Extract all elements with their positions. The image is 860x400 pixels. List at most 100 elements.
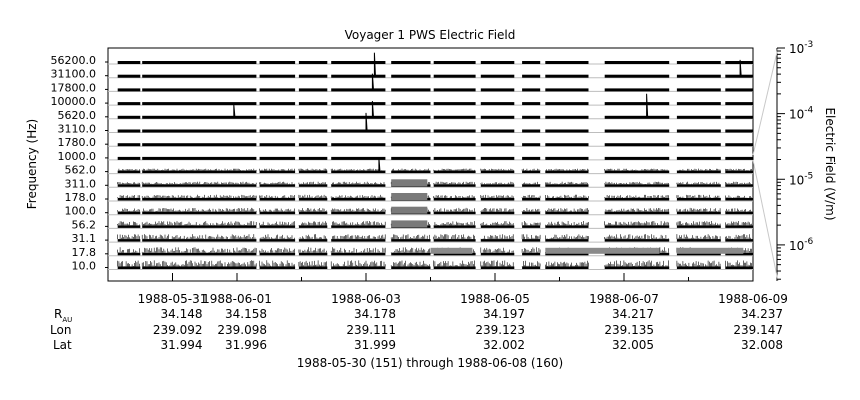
emission-spike bbox=[371, 73, 374, 89]
x-tick-label: 1988-06-03 bbox=[331, 292, 401, 306]
channel-data-band bbox=[676, 143, 721, 147]
channel-data-band bbox=[298, 225, 328, 228]
channel-data-band bbox=[545, 211, 589, 215]
channel-data-band bbox=[522, 266, 541, 269]
channel-data-band bbox=[545, 184, 589, 187]
channel-data-band bbox=[331, 184, 386, 187]
y-tick-label: 562.0 bbox=[65, 164, 97, 177]
channel-data-band bbox=[725, 115, 753, 119]
channel-noise bbox=[117, 221, 140, 226]
r-au-value: 34.158 bbox=[225, 307, 267, 321]
channel-data-band bbox=[331, 88, 386, 92]
channel-data-band bbox=[391, 61, 431, 64]
channel-data-band bbox=[142, 102, 257, 106]
activity-band bbox=[676, 247, 744, 254]
channel-noise bbox=[141, 194, 257, 198]
channel-noise bbox=[480, 247, 514, 253]
channel-noise bbox=[117, 247, 140, 253]
channel-data-band bbox=[117, 156, 141, 160]
channel-data-band bbox=[522, 129, 541, 133]
channel-data-band bbox=[480, 156, 515, 160]
channel-data-band bbox=[298, 143, 328, 147]
channel-noise bbox=[725, 221, 754, 226]
emission-spike bbox=[365, 112, 368, 130]
channel-data-band bbox=[142, 266, 257, 269]
channel-data-band bbox=[522, 102, 541, 106]
channel-data-band bbox=[391, 115, 431, 119]
channel-data-band bbox=[331, 156, 386, 160]
y-tick-label: 178.0 bbox=[65, 191, 97, 204]
channel-data-band bbox=[522, 239, 541, 242]
channel-data-band bbox=[433, 225, 476, 228]
channel-data-band bbox=[545, 198, 589, 201]
channel-noise bbox=[259, 234, 295, 240]
channel-data-band bbox=[117, 198, 141, 201]
r-au-value: 34.237 bbox=[741, 307, 783, 321]
channel-data-band bbox=[298, 252, 328, 256]
channel-noise bbox=[521, 208, 541, 212]
channel-data-band bbox=[117, 211, 141, 215]
y-tick-label: 17.8 bbox=[72, 246, 97, 259]
channel-data-band bbox=[117, 170, 141, 174]
channel-noise bbox=[545, 208, 589, 212]
channel-data-band bbox=[522, 143, 541, 147]
channel-data-band bbox=[298, 184, 328, 187]
channel-noise bbox=[521, 221, 541, 226]
channel-data-band bbox=[545, 266, 589, 269]
channel-noise bbox=[433, 207, 475, 212]
channel-data-band bbox=[480, 170, 515, 174]
channel-data-band bbox=[298, 266, 328, 269]
r-au-value: 34.148 bbox=[161, 307, 203, 321]
channel-data-band bbox=[142, 239, 257, 242]
channel-data-band bbox=[298, 198, 328, 201]
channel-data-band bbox=[522, 170, 541, 174]
channel-data-band bbox=[725, 225, 753, 228]
channel-noise bbox=[725, 195, 754, 198]
colorbar-connector bbox=[752, 159, 779, 282]
channel-data-band bbox=[676, 225, 721, 228]
channel-data-band bbox=[545, 143, 589, 147]
channel-data-band bbox=[725, 239, 753, 242]
channel-data-band bbox=[117, 61, 141, 64]
channel-data-band bbox=[676, 102, 721, 106]
channel-data-band bbox=[676, 115, 721, 119]
channel-data-band bbox=[725, 88, 753, 92]
channel-noise bbox=[676, 207, 721, 212]
channel-data-band bbox=[117, 225, 141, 228]
y-tick-label: 1000.0 bbox=[58, 150, 97, 163]
y-tick-label: 10000.0 bbox=[51, 95, 97, 108]
channel-data-band bbox=[259, 252, 296, 256]
channel-data-band bbox=[331, 239, 386, 242]
channel-data-band bbox=[725, 170, 753, 174]
channel-noise bbox=[141, 181, 257, 185]
channel-noise bbox=[141, 221, 257, 226]
channel-data-band bbox=[480, 266, 515, 269]
channel-noise bbox=[117, 195, 140, 198]
channel-data-band bbox=[604, 266, 670, 269]
channel-data-band bbox=[433, 198, 476, 201]
channel-data-band bbox=[142, 211, 257, 215]
channel-data-band bbox=[259, 88, 296, 92]
channel-noise bbox=[392, 168, 430, 171]
activity-band bbox=[391, 220, 428, 228]
channel-data-band bbox=[331, 266, 386, 269]
channel-data-band bbox=[298, 102, 328, 106]
channel-data-band bbox=[331, 102, 386, 106]
y-axis-ticks: 56200.031100.017800.010000.05620.03110.0… bbox=[51, 54, 108, 273]
channel-data-band bbox=[676, 211, 721, 215]
channel-data-band bbox=[480, 88, 515, 92]
channel-data-band bbox=[604, 74, 670, 78]
lat-label: Lat bbox=[53, 338, 72, 352]
channel-data-band bbox=[391, 252, 431, 256]
channel-noise bbox=[604, 194, 669, 198]
channel-data-band bbox=[676, 239, 721, 242]
channel-data-band bbox=[725, 252, 753, 256]
channel-noise bbox=[259, 181, 295, 185]
channel-data-band bbox=[480, 184, 515, 187]
channel-noise bbox=[521, 260, 541, 267]
channel-noise bbox=[118, 168, 140, 171]
channel-noise bbox=[676, 221, 721, 226]
channel-data-band bbox=[480, 115, 515, 119]
